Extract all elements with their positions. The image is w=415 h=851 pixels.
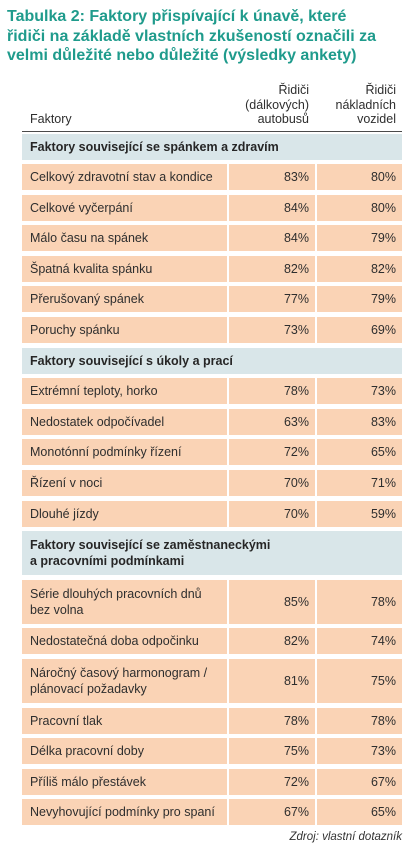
factor-label: Série dlouhých pracovních dnů bez volna — [22, 579, 227, 624]
section-header: Faktory související se zaměstnaneckými a… — [22, 531, 402, 576]
factor-label: Dlouhé jízdy — [22, 500, 227, 527]
truck-driver-value: 80% — [317, 164, 402, 191]
factor-label: Celkové vyčerpání — [22, 194, 227, 221]
factor-label: Nedostatek odpočívadel — [22, 408, 227, 435]
factor-label: Nedostatečná doba odpočinku — [22, 628, 227, 655]
bus-driver-value: 82% — [229, 628, 315, 655]
factor-label: Poruchy spánku — [22, 317, 227, 344]
truck-driver-value: 75% — [317, 659, 402, 703]
truck-driver-value: 79% — [317, 225, 402, 252]
fatigue-factors-table: Faktory Řidiči (dálkových) autobusů Řidi… — [22, 78, 402, 844]
bus-driver-value: 78% — [229, 707, 315, 734]
table-body: Faktory související se spánkem a zdravím… — [22, 133, 402, 826]
bus-driver-value: 72% — [229, 439, 315, 466]
table-row: Málo času na spánek 84% 79% — [22, 225, 402, 252]
bus-driver-value: 85% — [229, 579, 315, 624]
table-row: Monotónní podmínky řízení 72% 65% — [22, 439, 402, 466]
table-row: Celkový zdravotní stav a kondice 83% 80% — [22, 164, 402, 191]
factor-label: Pracovní tlak — [22, 707, 227, 734]
truck-driver-value: 71% — [317, 470, 402, 497]
table-row: Nedostatečná doba odpočinku 82% 74% — [22, 628, 402, 655]
bus-driver-value: 84% — [229, 194, 315, 221]
table-row: Délka pracovní doby 75% 73% — [22, 738, 402, 765]
table-row: Dlouhé jízdy 70% 59% — [22, 500, 402, 527]
truck-driver-value: 73% — [317, 378, 402, 405]
bus-driver-value: 83% — [229, 164, 315, 191]
truck-driver-value: 73% — [317, 738, 402, 765]
truck-driver-value: 80% — [317, 194, 402, 221]
section-header: Faktory související se spánkem a zdravím — [22, 133, 402, 160]
column-header-factors: Faktory — [30, 112, 72, 126]
table-row: Přerušovaný spánek 77% 79% — [22, 286, 402, 313]
bus-driver-value: 75% — [229, 738, 315, 765]
table-row: Řízení v noci 70% 71% — [22, 470, 402, 497]
truck-driver-value: 65% — [317, 439, 402, 466]
truck-driver-value: 78% — [317, 707, 402, 734]
bus-driver-value: 78% — [229, 378, 315, 405]
factor-label: Nevyhovující podmínky pro spaní — [22, 799, 227, 826]
truck-driver-value: 78% — [317, 579, 402, 624]
bus-driver-value: 63% — [229, 408, 315, 435]
bus-driver-value: 70% — [229, 500, 315, 527]
truck-driver-value: 83% — [317, 408, 402, 435]
section-header: Faktory související s úkoly a prací — [22, 347, 402, 374]
table-row: Série dlouhých pracovních dnů bez volna 8… — [22, 579, 402, 624]
truck-driver-value: 69% — [317, 317, 402, 344]
factor-label: Příliš málo přestávek — [22, 768, 227, 795]
column-header-bus-drivers: Řidiči (dálkových) autobusů — [245, 83, 309, 126]
bus-driver-value: 70% — [229, 470, 315, 497]
truck-driver-value: 74% — [317, 628, 402, 655]
table-row: Extrémní teploty, horko 78% 73% — [22, 378, 402, 405]
factor-label: Extrémní teploty, horko — [22, 378, 227, 405]
source-note: Zdroj: vlastní dotazník — [289, 831, 403, 844]
table-row: Poruchy spánku 73% 69% — [22, 317, 402, 344]
truck-driver-value: 82% — [317, 255, 402, 282]
factor-label: Celkový zdravotní stav a kondice — [22, 164, 227, 191]
bus-driver-value: 77% — [229, 286, 315, 313]
bus-driver-value: 72% — [229, 768, 315, 795]
truck-driver-value: 65% — [317, 799, 402, 826]
bus-driver-value: 82% — [229, 255, 315, 282]
factor-label: Řízení v noci — [22, 470, 227, 497]
table-title: Tabulka 2: Faktory přispívající k únavě,… — [7, 8, 377, 64]
table-row: Nedostatek odpočívadel 63% 83% — [22, 408, 402, 435]
bus-driver-value: 73% — [229, 317, 315, 344]
factor-label: Délka pracovní doby — [22, 738, 227, 765]
factor-label: Přerušovaný spánek — [22, 286, 227, 313]
factor-label: Málo času na spánek — [22, 225, 227, 252]
table-header: Faktory Řidiči (dálkových) autobusů Řidi… — [22, 78, 402, 132]
column-header-truck-drivers: Řidiči nákladních vozidel — [335, 83, 396, 126]
table-row: Špatná kvalita spánku 82% 82% — [22, 255, 402, 282]
table-row: Celkové vyčerpání 84% 80% — [22, 194, 402, 221]
factor-label: Monotónní podmínky řízení — [22, 439, 227, 466]
table-row: Pracovní tlak 78% 78% — [22, 707, 402, 734]
table-row: Nevyhovující podmínky pro spaní 67% 65% — [22, 799, 402, 826]
bus-driver-value: 81% — [229, 659, 315, 703]
factor-label: Špatná kvalita spánku — [22, 255, 227, 282]
truck-driver-value: 79% — [317, 286, 402, 313]
table-row: Příliš málo přestávek 72% 67% — [22, 768, 402, 795]
truck-driver-value: 59% — [317, 500, 402, 527]
table-row: Náročný časový harmonogram / plánovací p… — [22, 659, 402, 703]
truck-driver-value: 67% — [317, 768, 402, 795]
factor-label: Náročný časový harmonogram / plánovací p… — [22, 659, 227, 703]
bus-driver-value: 67% — [229, 799, 315, 826]
bus-driver-value: 84% — [229, 225, 315, 252]
